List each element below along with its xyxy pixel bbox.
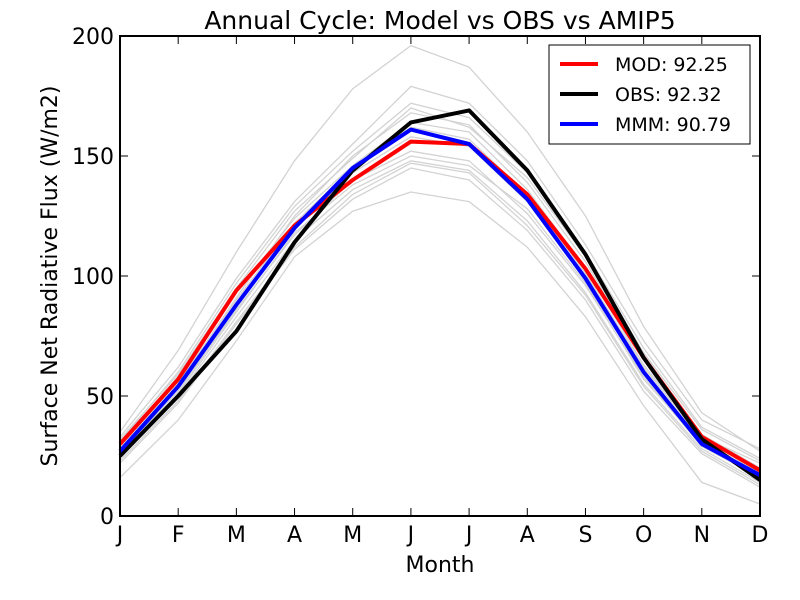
y-tick-label: 150 — [72, 145, 114, 170]
x-tick-label: M — [227, 523, 246, 548]
ensemble-line — [119, 44, 761, 452]
legend-label-mod: MOD: 92.25 — [615, 54, 728, 76]
ensemble-line — [119, 85, 761, 450]
ensemble-line — [119, 136, 761, 474]
x-axis-label: Month — [406, 553, 475, 578]
ensemble-line — [119, 150, 761, 479]
y-tick-label: 0 — [100, 505, 114, 530]
ensemble-line — [119, 126, 761, 471]
x-tick-label: A — [520, 523, 535, 548]
ensemble-line — [119, 162, 761, 486]
y-tick-label: 50 — [86, 385, 114, 410]
ensemble-line — [119, 102, 761, 459]
legend: MOD: 92.25 OBS: 92.32 MMM: 90.79 — [548, 44, 751, 145]
y-axis-label: Surface Net Radiative Flux (W/m2) — [38, 85, 63, 466]
x-tick-label: J — [464, 523, 473, 548]
legend-label-mmm: MMM: 90.79 — [615, 114, 731, 136]
x-tick-label: F — [172, 523, 185, 548]
series-line-mmm — [118, 127, 761, 477]
y-tick-label: 200 — [72, 25, 114, 50]
series-lines — [118, 108, 762, 482]
x-tick-label: D — [752, 523, 769, 548]
x-tick-label: J — [115, 523, 124, 548]
axis-ticks: J F M A M J J A S O N D 0 50 100 150 200 — [72, 25, 768, 548]
x-tick-label: S — [578, 523, 592, 548]
ensemble-line — [119, 167, 761, 488]
chart-title: Annual Cycle: Model vs OBS vs AMIP5 — [204, 6, 675, 35]
x-tick-label: O — [635, 523, 652, 548]
y-tick-label: 100 — [72, 265, 114, 290]
series-line-mod — [118, 139, 761, 473]
ensemble-line — [119, 160, 761, 483]
ensemble-line — [119, 191, 761, 505]
x-tick-label: M — [343, 523, 362, 548]
x-tick-label: A — [287, 523, 302, 548]
series-line-obs — [118, 108, 762, 482]
legend-label-obs: OBS: 92.32 — [615, 84, 722, 106]
x-tick-label: J — [406, 523, 415, 548]
x-tick-label: N — [694, 523, 710, 548]
ensemble-line — [119, 155, 761, 476]
